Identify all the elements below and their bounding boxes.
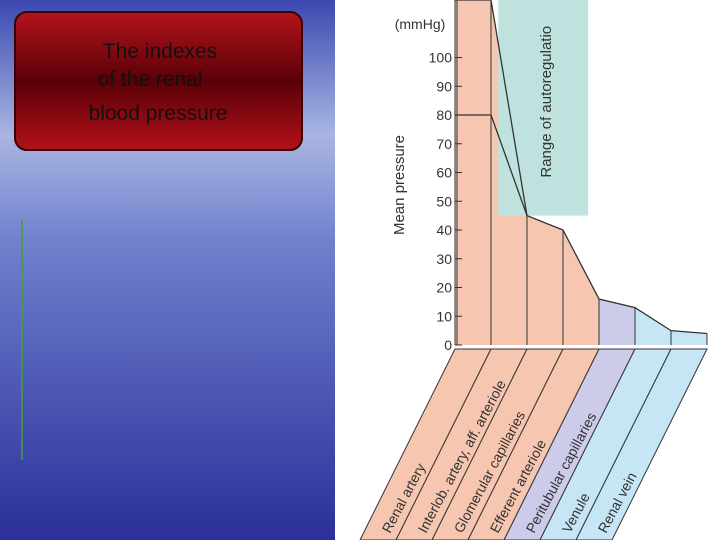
segment-area	[455, 0, 491, 345]
label-column	[539, 348, 672, 540]
y-axis-label: Mean pressure	[391, 135, 408, 235]
segment-area	[599, 299, 635, 345]
y-tick-label: 30	[436, 251, 452, 267]
y-tick-label: 90	[436, 78, 452, 94]
pressure-line	[455, 0, 528, 216]
y-tick-label: 10	[436, 308, 452, 324]
segment-area	[635, 307, 671, 345]
unit-label: (mmHg)	[395, 16, 446, 32]
title-line: of the renal	[97, 68, 202, 91]
label-column	[503, 348, 636, 540]
band-label: Range of autoregulatio	[538, 26, 555, 178]
y-tick-label: 40	[436, 222, 452, 238]
y-tick-label: 80	[436, 107, 452, 123]
label-column	[431, 348, 564, 540]
title-line: The indexes	[103, 40, 217, 63]
chart: (mmHg) Mean pressure Renal arteryInterlo…	[359, 0, 708, 540]
autoregulation-band	[498, 0, 589, 216]
label-column	[575, 348, 708, 540]
segment-area	[671, 330, 707, 345]
title-line: blood pressure	[89, 102, 228, 125]
y-tick-label: 20	[436, 280, 452, 296]
pressure-line	[455, 114, 708, 335]
y-tick-label: 70	[436, 136, 452, 152]
y-tick-label: 100	[429, 50, 453, 66]
y-tick-label: 0	[444, 337, 452, 353]
label-column	[395, 348, 528, 540]
label-column	[467, 348, 600, 540]
title-box	[14, 11, 303, 151]
segment-area	[527, 215, 563, 345]
label-column	[359, 348, 492, 540]
y-tick-label: 60	[436, 165, 452, 181]
y-tick-label: 50	[436, 193, 452, 209]
segment-area	[563, 230, 599, 345]
